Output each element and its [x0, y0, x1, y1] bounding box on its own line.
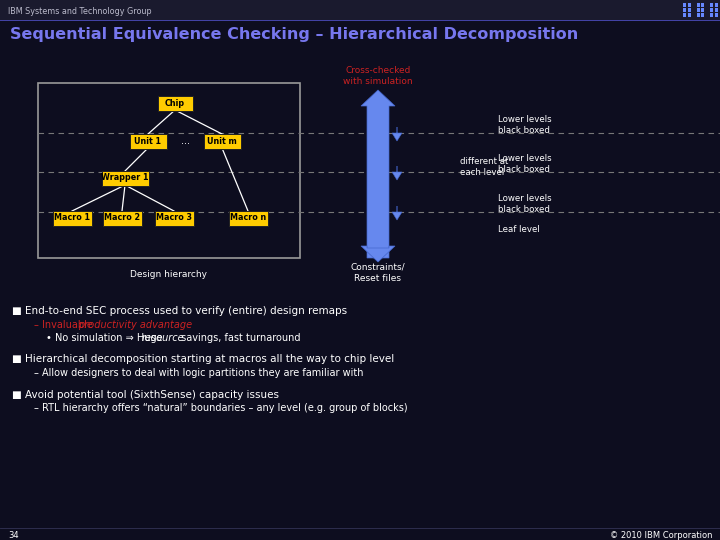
Text: Macro 2: Macro 2	[104, 213, 140, 222]
Text: Lower levels
black boxed: Lower levels black boxed	[498, 154, 552, 174]
FancyBboxPatch shape	[102, 171, 148, 186]
Text: – Allow designers to deal with logic partitions they are familiar with: – Allow designers to deal with logic par…	[34, 368, 364, 378]
Text: Lower levels
black boxed: Lower levels black boxed	[498, 194, 552, 214]
FancyBboxPatch shape	[204, 133, 240, 148]
Text: Wrapper 1: Wrapper 1	[102, 173, 149, 183]
Bar	[714, 13, 718, 17]
FancyBboxPatch shape	[130, 133, 166, 148]
Text: ■ Avoid potential tool (SixthSense) capacity issues: ■ Avoid potential tool (SixthSense) capa…	[12, 389, 279, 400]
FancyBboxPatch shape	[155, 211, 194, 226]
Text: Cross-checked
with simulation: Cross-checked with simulation	[343, 66, 413, 86]
Bar	[683, 3, 686, 6]
Text: Design hierarchy: Design hierarchy	[130, 270, 207, 279]
FancyBboxPatch shape	[102, 211, 142, 226]
Bar	[688, 8, 690, 11]
Bar	[38, 83, 300, 258]
Text: Constraints/
Reset files: Constraints/ Reset files	[351, 263, 405, 283]
Text: different at
each level: different at each level	[460, 157, 508, 177]
Text: © 2010 IBM Corporation: © 2010 IBM Corporation	[610, 530, 712, 539]
FancyBboxPatch shape	[53, 211, 91, 226]
FancyArrow shape	[361, 90, 395, 258]
Text: Unit 1: Unit 1	[135, 137, 161, 145]
Text: – Invaluable: – Invaluable	[34, 320, 96, 329]
Bar	[0, 0, 720, 20]
Text: – RTL hierarchy offers “natural” boundaries – any level (e.g. group of blocks): – RTL hierarchy offers “natural” boundar…	[34, 403, 408, 413]
Bar	[710, 13, 713, 17]
Text: 34: 34	[8, 530, 19, 539]
Bar	[710, 3, 713, 6]
Text: productivity advantage: productivity advantage	[78, 320, 192, 329]
Text: • No simulation ⇒ Huge: • No simulation ⇒ Huge	[46, 333, 166, 343]
Text: IBM Systems and Technology Group: IBM Systems and Technology Group	[8, 6, 152, 16]
Text: Sequential Equivalence Checking – Hierarchical Decomposition: Sequential Equivalence Checking – Hierar…	[10, 26, 578, 42]
Bar	[696, 8, 700, 11]
Bar	[683, 13, 686, 17]
Bar	[683, 8, 686, 11]
Text: Leaf level: Leaf level	[498, 226, 540, 234]
Bar	[701, 13, 704, 17]
Text: Macro n: Macro n	[230, 213, 266, 222]
Bar	[701, 8, 704, 11]
Text: ...: ...	[181, 136, 189, 146]
Text: savings, fast turnaround: savings, fast turnaround	[178, 333, 300, 343]
FancyArrow shape	[392, 127, 402, 141]
Bar	[696, 13, 700, 17]
FancyArrow shape	[361, 246, 395, 262]
Bar	[688, 13, 690, 17]
Bar	[696, 3, 700, 6]
Text: Macro 3: Macro 3	[156, 213, 192, 222]
FancyBboxPatch shape	[158, 96, 192, 111]
Bar	[688, 3, 690, 6]
Text: Macro 1: Macro 1	[54, 213, 90, 222]
Bar	[710, 8, 713, 11]
FancyArrow shape	[392, 166, 402, 180]
FancyBboxPatch shape	[228, 211, 268, 226]
Bar	[714, 8, 718, 11]
Text: Chip: Chip	[165, 98, 185, 107]
Text: ■ End-to-end SEC process used to verify (entire) design remaps: ■ End-to-end SEC process used to verify …	[12, 306, 347, 316]
Text: ■ Hierarchical decomposition starting at macros all the way to chip level: ■ Hierarchical decomposition starting at…	[12, 354, 395, 364]
Text: resource: resource	[142, 333, 184, 343]
FancyArrow shape	[392, 206, 402, 220]
Text: Lower levels
black boxed: Lower levels black boxed	[498, 115, 552, 135]
Bar	[701, 3, 704, 6]
Bar	[714, 3, 718, 6]
Text: Unit m: Unit m	[207, 137, 237, 145]
